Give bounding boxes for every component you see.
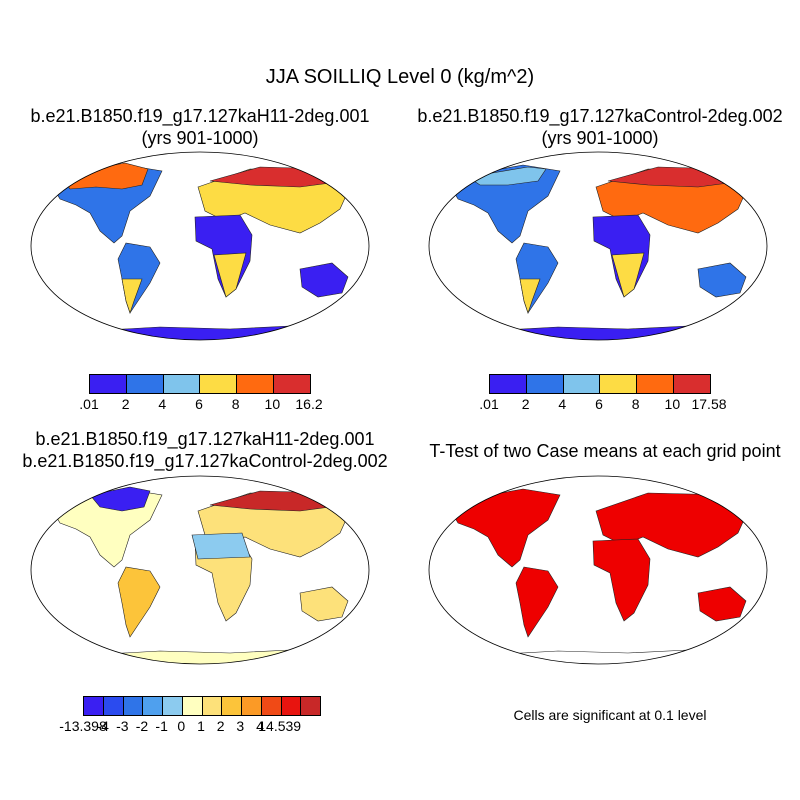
p2-colorbar-swatch — [526, 375, 564, 393]
p1-colorbar-swatch — [237, 375, 275, 393]
panel-3-map — [30, 475, 370, 665]
p3-colorbar-swatch — [222, 697, 242, 715]
p2-tick-label: 10 — [664, 396, 681, 412]
panel-2-title-line2: (yrs 901-1000) — [541, 128, 659, 148]
panel-2-colorbar-ticks: .01 2 4 6 8 10 17.58 — [479, 396, 726, 414]
panel-3-title: b.e21.B1850.f19_g17.127kaH11-2deg.001 b.… — [0, 428, 410, 472]
panel-2-title-line1: b.e21.B1850.f19_g17.127kaControl-2deg.00… — [417, 106, 783, 126]
p3-colorbar-swatch — [242, 697, 262, 715]
p3-colorbar-swatch — [281, 697, 302, 715]
antarctica-land — [487, 649, 729, 664]
panel-2-map — [428, 151, 768, 341]
south-america-south — [121, 278, 143, 314]
panel-3-colorbar-ticks: -13.398 -4 -3 -2 -1 0 1 2 3 4 14.539 — [59, 718, 319, 736]
p2-colorbar-swatch — [637, 375, 675, 393]
p3-colorbar-swatch — [163, 697, 183, 715]
p2-tick-label: 4 — [558, 396, 567, 412]
panel-1-title-line1: b.e21.B1850.f19_g17.127kaH11-2deg.001 — [30, 106, 370, 126]
p2-colorbar-swatch — [674, 375, 710, 393]
p3-tick-label: -4 — [96, 718, 109, 734]
p3-colorbar-swatch — [143, 697, 163, 715]
main-title: JJA SOILLIQ Level 0 (kg/m^2) — [265, 66, 535, 88]
p3-tick-label: 14.539 — [258, 718, 302, 734]
panel-3-title-line2: b.e21.B1850.f19_g17.127kaControl-2deg.00… — [22, 451, 388, 471]
p3-tick-label: 4 — [256, 718, 264, 734]
p1-tick-label: .01 — [79, 396, 99, 412]
p1-tick-label: 16.2 — [295, 396, 323, 412]
south-america-land — [117, 242, 161, 314]
p3-colorbar-swatch — [301, 697, 320, 715]
p3-tick-label: 2 — [216, 718, 225, 734]
panel-1-title: b.e21.B1850.f19_g17.127kaH11-2deg.001 (y… — [0, 105, 400, 149]
p1-colorbar-swatch — [126, 375, 164, 393]
south-america-land — [515, 242, 559, 314]
antarctica-land — [487, 325, 729, 340]
p3-tick-label: -1 — [155, 718, 168, 734]
p1-tick-label: 10 — [264, 396, 281, 412]
p1-tick-label: 6 — [195, 396, 203, 412]
panel-2-title: b.e21.B1850.f19_g17.127kaControl-2deg.00… — [400, 105, 800, 149]
p3-colorbar-swatch — [123, 697, 144, 715]
p1-colorbar-swatch — [274, 375, 310, 393]
panel-4-map — [428, 475, 768, 665]
south-america-south — [519, 278, 541, 314]
p3-colorbar-swatch — [182, 697, 203, 715]
panel-4-significance-note: Cells are significant at 0.1 level — [513, 707, 707, 723]
africa-south — [611, 252, 645, 298]
south-america-land — [515, 566, 559, 638]
north-america-land — [445, 488, 561, 568]
p2-tick-label: 6 — [595, 396, 603, 412]
p1-colorbar-swatch — [200, 375, 238, 393]
p1-colorbar-swatch — [90, 375, 127, 393]
p2-tick-label: 2 — [521, 396, 530, 412]
panel-3-colorbar — [83, 696, 321, 716]
p2-colorbar-swatch — [563, 375, 601, 393]
north-america-land — [445, 164, 561, 244]
sahara-band — [191, 532, 251, 560]
north-america-arctic-band — [89, 486, 151, 512]
p2-tick-label: 8 — [631, 396, 640, 412]
panel-1-title-line2: (yrs 901-1000) — [141, 128, 259, 148]
p1-tick-label: 8 — [231, 396, 240, 412]
p3-colorbar-swatch — [202, 697, 223, 715]
north-america-arctic-band — [59, 162, 149, 190]
p3-tick-label: -3 — [116, 718, 129, 734]
p3-colorbar-swatch — [84, 697, 104, 715]
north-america-arctic-band — [467, 166, 547, 186]
p3-colorbar-swatch — [261, 697, 282, 715]
p2-colorbar-swatch — [600, 375, 638, 393]
p1-tick-label: 2 — [121, 396, 130, 412]
panel-1-colorbar-ticks: .01 2 4 6 8 10 16.2 — [79, 396, 322, 414]
antarctica-land — [89, 325, 331, 340]
p2-tick-label: 17.58 — [691, 396, 727, 412]
australia-land — [697, 262, 747, 298]
panel-4-title: T-Test of two Case means at each grid po… — [429, 441, 781, 461]
australia-land — [299, 262, 349, 298]
p3-tick-label: 0 — [177, 718, 186, 734]
africa-south — [213, 252, 247, 298]
panel-1-colorbar — [89, 374, 311, 394]
p3-tick-label: 3 — [236, 718, 245, 734]
p3-tick-label: -13.398 — [59, 718, 107, 734]
p3-tick-label: -2 — [135, 718, 149, 734]
south-america-land — [117, 566, 161, 638]
panel-1-map — [30, 151, 370, 341]
p3-colorbar-swatch — [103, 697, 124, 715]
p1-tick-label: 4 — [158, 396, 167, 412]
p1-colorbar-swatch — [163, 375, 201, 393]
panel-2-colorbar — [489, 374, 711, 394]
p3-tick-label: 1 — [197, 718, 205, 734]
australia-land — [299, 586, 349, 622]
antarctica-land — [89, 649, 331, 664]
p2-tick-label: .01 — [479, 396, 499, 412]
panel-3-title-line1: b.e21.B1850.f19_g17.127kaH11-2deg.001 — [35, 429, 375, 449]
p2-colorbar-swatch — [490, 375, 527, 393]
africa-land — [592, 538, 651, 622]
australia-land — [697, 586, 747, 622]
